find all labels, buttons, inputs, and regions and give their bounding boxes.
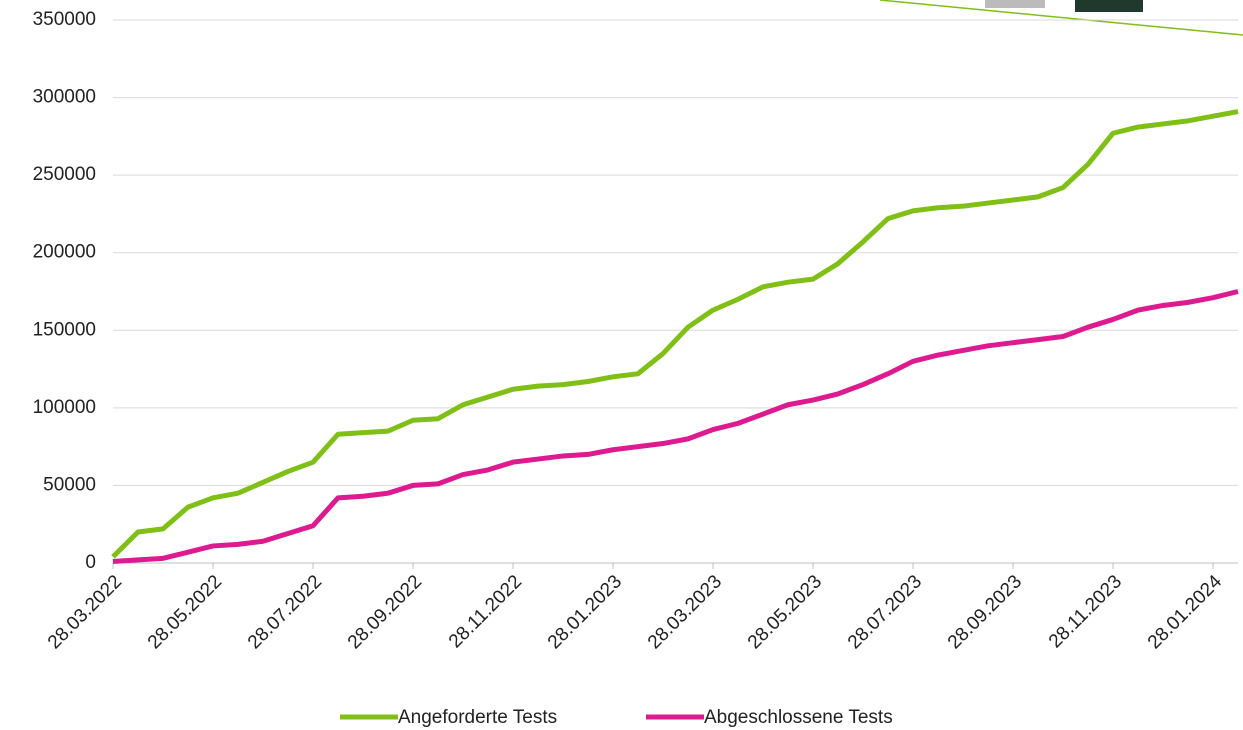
x-tick-label: 28.03.2022 bbox=[44, 571, 126, 653]
x-tick-label: 28.11.2023 bbox=[1045, 571, 1126, 652]
x-tick-label: 28.07.2023 bbox=[844, 571, 926, 653]
legend-label: Abgeschlossene Tests bbox=[704, 707, 893, 728]
chart: 0 50000 100000 150000 200000 250000 300000 3500… bbox=[0, 0, 1243, 730]
x-tick-label: 28.03.2023 bbox=[644, 571, 726, 653]
decoration bbox=[880, 0, 1243, 35]
x-tick-label: 28.09.2023 bbox=[944, 571, 1026, 653]
legend-label: Angeforderte Tests bbox=[398, 707, 557, 728]
y-tick-label: 50000 bbox=[43, 474, 96, 495]
decor-line bbox=[880, 0, 1243, 35]
x-tick-label: 28.01.2024 bbox=[1144, 571, 1226, 653]
x-tick-label: 28.11.2022 bbox=[445, 571, 526, 652]
image-fragment bbox=[1075, 0, 1143, 12]
y-tick-label: 0 bbox=[85, 552, 96, 573]
y-tick-label: 250000 bbox=[33, 164, 96, 185]
x-tick-label: 28.07.2022 bbox=[244, 571, 326, 653]
y-tick-label: 150000 bbox=[33, 319, 96, 340]
y-tick-label: 200000 bbox=[33, 242, 96, 263]
image-fragment bbox=[985, 0, 1045, 8]
x-tick-label: 28.05.2023 bbox=[744, 571, 826, 653]
series-line bbox=[113, 292, 1238, 562]
y-tick-label: 100000 bbox=[33, 397, 96, 418]
x-tick-label: 28.01.2023 bbox=[544, 571, 626, 653]
x-tick-label: 28.09.2022 bbox=[344, 571, 426, 653]
y-tick-label: 300000 bbox=[33, 87, 96, 108]
y-tick-label: 350000 bbox=[33, 9, 96, 30]
x-tick-label: 28.05.2022 bbox=[144, 571, 226, 653]
